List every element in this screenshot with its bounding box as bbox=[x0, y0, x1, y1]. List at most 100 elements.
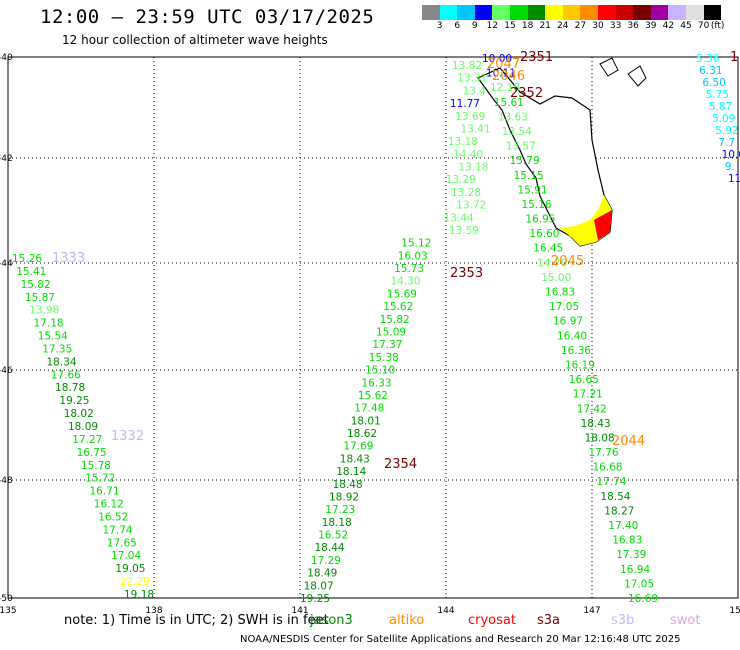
wave-height-label: 17.74 bbox=[596, 476, 626, 488]
scale-label: 9 bbox=[471, 21, 478, 31]
scale-swatch bbox=[615, 5, 634, 20]
pass-number-label: 2353 bbox=[450, 266, 483, 281]
scale-swatch bbox=[650, 5, 669, 20]
wave-height-label: 16.95 bbox=[525, 214, 555, 226]
wave-height-label: 10.0 bbox=[722, 149, 740, 161]
pass-number-label: 2354 bbox=[384, 457, 417, 472]
wave-height-label: 15.62 bbox=[383, 301, 413, 313]
wave-height-label: 19.05 bbox=[115, 563, 145, 575]
wave-height-label: 17.27 bbox=[72, 434, 102, 446]
scale-label: 42 bbox=[662, 21, 675, 31]
wave-height-label: 5.09 bbox=[712, 113, 735, 125]
wave-height-label: 17.04 bbox=[111, 550, 141, 562]
wave-height-label: 16.12 bbox=[94, 499, 124, 511]
pass-number-label: 2047 bbox=[487, 57, 520, 72]
scale-label: 39 bbox=[645, 21, 657, 31]
wave-height-label: 22.29 bbox=[120, 576, 150, 588]
wave-height-label: 11.77 bbox=[450, 98, 480, 110]
footer-note: note: 1) Time is in UTC; 2) SWH is in fe… bbox=[64, 613, 329, 628]
wave-height-label: 16.69 bbox=[628, 593, 658, 605]
legend-item-swot: swot bbox=[670, 613, 701, 628]
wave-height-label: 12.18 bbox=[490, 82, 520, 94]
legend-item-jason3: jason3 bbox=[310, 613, 353, 628]
wave-height-label: 17.29 bbox=[311, 555, 341, 567]
scale-swatch bbox=[439, 5, 458, 20]
pass-number-label: 2351 bbox=[520, 50, 553, 65]
wave-height-color-scale bbox=[422, 5, 722, 20]
wave-height-label: 18.34 bbox=[47, 356, 77, 368]
wave-height-label: 14.70 bbox=[537, 257, 567, 269]
wave-height-label: 13.69 bbox=[455, 111, 485, 123]
wave-height-label: 17.74 bbox=[103, 524, 133, 536]
wave-height-label: 17.40 bbox=[608, 520, 638, 532]
wave-height-label: 18.09 bbox=[68, 421, 98, 433]
wave-height-label: 13.31 bbox=[457, 73, 487, 85]
legend-item-s3a: s3a bbox=[537, 613, 561, 628]
scale-label: (ft) bbox=[710, 21, 725, 31]
lon-tick-label: 138 bbox=[145, 606, 162, 616]
wave-height-label: 17.66 bbox=[51, 369, 81, 381]
lon-tick-label: 141 bbox=[291, 606, 308, 616]
lat-tick-label: -48 bbox=[0, 476, 13, 486]
lat-lon-grid bbox=[7, 56, 739, 599]
pass-number-label: 1 bbox=[730, 50, 738, 65]
wave-height-label: 18.02 bbox=[64, 408, 94, 420]
wave-height-label: 17.65 bbox=[107, 537, 137, 549]
wave-height-label: 17.42 bbox=[577, 403, 607, 415]
wave-height-label: 16.52 bbox=[98, 512, 128, 524]
wave-height-label: 17.35 bbox=[42, 344, 72, 356]
wave-height-label: 17.05 bbox=[549, 301, 579, 313]
lat-tick-label: -40 bbox=[0, 53, 13, 63]
wave-height-label: 17.21 bbox=[573, 389, 603, 401]
wave-height-label: 13.98 bbox=[29, 305, 59, 317]
altimeter-tracks: 15.2615.4115.8215.8713.9817.1815.5417.35… bbox=[12, 53, 740, 605]
wave-height-label: 15.79 bbox=[510, 155, 540, 167]
scale-swatch bbox=[703, 5, 722, 20]
pass-number-label: 2045 bbox=[551, 254, 584, 269]
wave-height-label: 18.48 bbox=[333, 479, 363, 491]
wave-height-label: 17.76 bbox=[589, 447, 619, 459]
wave-height-label: 16.40 bbox=[557, 330, 587, 342]
wave-height-label: 14.40 bbox=[453, 149, 483, 161]
wave-height-label: 18.27 bbox=[604, 505, 634, 517]
lon-tick-label: 144 bbox=[437, 606, 454, 616]
wave-height-label: 13.41 bbox=[461, 124, 491, 136]
wave-height-label: 13.28 bbox=[451, 187, 481, 199]
wave-height-label: 13.82 bbox=[452, 60, 482, 72]
wave-height-label: 16.65 bbox=[569, 374, 599, 386]
wave-height-label: 16.71 bbox=[90, 486, 120, 498]
wave-height-label: 16.03 bbox=[398, 250, 428, 262]
scale-label: 21 bbox=[539, 21, 551, 31]
scale-label: 70 bbox=[697, 21, 710, 31]
wave-height-label: 15.78 bbox=[81, 460, 111, 472]
wave-height-label: 16.94 bbox=[620, 564, 650, 576]
wave-height-label: 17.48 bbox=[354, 403, 384, 415]
scale-label: 12 bbox=[486, 21, 499, 31]
lat-tick-label: -42 bbox=[0, 154, 13, 164]
scale-label: 45 bbox=[680, 21, 692, 31]
wave-height-label: 6.50 bbox=[702, 77, 725, 89]
scale-swatch bbox=[545, 5, 563, 20]
scale-label: 27 bbox=[574, 21, 587, 31]
map-subtitle: 12 hour collection of altimeter wave hei… bbox=[62, 33, 328, 47]
wave-height-label: 15.54 bbox=[38, 331, 68, 343]
wave-height-label: 15.15 bbox=[514, 170, 544, 182]
wave-height-label: 18.92 bbox=[329, 492, 359, 504]
wave-height-label: 13.59 bbox=[449, 225, 479, 237]
pass-number-label: 2352 bbox=[510, 86, 543, 101]
wave-height-label: 16.97 bbox=[553, 316, 583, 328]
wave-height-label: 18.54 bbox=[600, 491, 630, 503]
pass-number-label: 1333 bbox=[52, 251, 85, 266]
tasmania-coastline bbox=[477, 57, 647, 247]
scale-swatch bbox=[633, 5, 651, 20]
pass-number-label: 2044 bbox=[612, 434, 645, 449]
wave-height-label: 17.69 bbox=[343, 441, 373, 453]
wave-height-label: 16.83 bbox=[545, 287, 575, 299]
wave-height-label: 16.60 bbox=[529, 228, 559, 240]
wave-height-label: 15.72 bbox=[85, 473, 115, 485]
lon-tick-label: 135 bbox=[0, 606, 17, 616]
map-frame bbox=[7, 56, 739, 599]
color-scale-labels: 3 6 9 12 15 18 21 24 27 30 33 36 39 42 45 70 (ft) bbox=[422, 21, 740, 33]
scale-label: 3 bbox=[436, 21, 443, 31]
